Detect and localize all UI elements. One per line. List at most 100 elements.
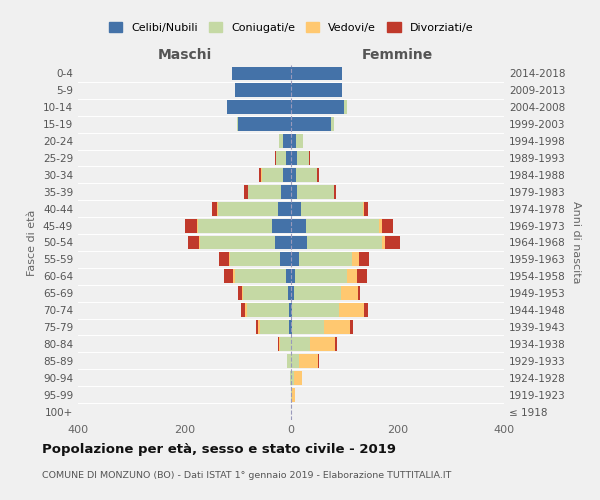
- Bar: [291, 218, 382, 232]
- Bar: [238, 286, 291, 300]
- Bar: [291, 337, 310, 351]
- Bar: [248, 185, 291, 198]
- Bar: [291, 320, 324, 334]
- Bar: [291, 303, 364, 317]
- Bar: [291, 151, 309, 165]
- Bar: [291, 236, 307, 250]
- Bar: [291, 151, 310, 165]
- Bar: [291, 202, 301, 215]
- Bar: [291, 100, 347, 114]
- Bar: [291, 371, 302, 384]
- Bar: [291, 270, 347, 283]
- Bar: [238, 117, 291, 131]
- Bar: [236, 117, 291, 131]
- Bar: [232, 66, 291, 80]
- Bar: [289, 286, 291, 300]
- Bar: [232, 66, 291, 80]
- Bar: [291, 252, 369, 266]
- Bar: [199, 236, 291, 250]
- Bar: [291, 286, 341, 300]
- Bar: [275, 236, 291, 250]
- Bar: [185, 218, 291, 232]
- Bar: [291, 151, 298, 165]
- Bar: [291, 134, 296, 148]
- Bar: [227, 100, 291, 114]
- Bar: [291, 252, 359, 266]
- Bar: [235, 84, 291, 98]
- Bar: [219, 252, 291, 266]
- Bar: [229, 252, 291, 266]
- Bar: [227, 100, 291, 114]
- Bar: [291, 320, 353, 334]
- Bar: [287, 354, 291, 368]
- Bar: [241, 303, 291, 317]
- Bar: [291, 270, 295, 283]
- Bar: [291, 134, 303, 148]
- Text: Popolazione per età, sesso e stato civile - 2019: Popolazione per età, sesso e stato civil…: [42, 442, 396, 456]
- Bar: [290, 371, 291, 384]
- Bar: [291, 168, 317, 182]
- Bar: [291, 84, 341, 98]
- Bar: [200, 236, 291, 250]
- Bar: [245, 303, 291, 317]
- Bar: [291, 117, 334, 131]
- Bar: [218, 202, 291, 215]
- Bar: [262, 168, 291, 182]
- Bar: [291, 388, 292, 402]
- Bar: [291, 134, 303, 148]
- Bar: [280, 337, 291, 351]
- Bar: [286, 270, 291, 283]
- Bar: [291, 354, 317, 368]
- Bar: [291, 303, 368, 317]
- Bar: [291, 185, 334, 198]
- Bar: [291, 252, 352, 266]
- Bar: [227, 100, 291, 114]
- Bar: [233, 270, 291, 283]
- Bar: [260, 320, 291, 334]
- Bar: [291, 66, 341, 80]
- Bar: [291, 218, 393, 232]
- Bar: [243, 286, 291, 300]
- Bar: [291, 371, 293, 384]
- Bar: [276, 151, 291, 165]
- Bar: [291, 117, 331, 131]
- Bar: [212, 202, 291, 215]
- Bar: [276, 151, 291, 165]
- Bar: [279, 134, 291, 148]
- Bar: [278, 202, 291, 215]
- Bar: [235, 84, 291, 98]
- Bar: [291, 185, 298, 198]
- Bar: [289, 320, 291, 334]
- Bar: [235, 84, 291, 98]
- Bar: [256, 320, 291, 334]
- Bar: [279, 337, 291, 351]
- Bar: [291, 270, 357, 283]
- Bar: [291, 66, 341, 80]
- Bar: [278, 337, 291, 351]
- Bar: [291, 320, 350, 334]
- Bar: [291, 354, 299, 368]
- Text: Maschi: Maschi: [157, 48, 212, 62]
- Bar: [290, 371, 291, 384]
- Bar: [291, 151, 309, 165]
- Bar: [259, 168, 291, 182]
- Bar: [291, 337, 337, 351]
- Bar: [198, 218, 291, 232]
- Bar: [291, 100, 344, 114]
- Text: Femmine: Femmine: [362, 48, 433, 62]
- Bar: [291, 371, 302, 384]
- Bar: [291, 286, 358, 300]
- Text: COMUNE DI MONZUNO (BO) - Dati ISTAT 1° gennaio 2019 - Elaborazione TUTTITALIA.IT: COMUNE DI MONZUNO (BO) - Dati ISTAT 1° g…: [42, 471, 451, 480]
- Bar: [291, 185, 334, 198]
- Bar: [291, 303, 339, 317]
- Bar: [291, 354, 319, 368]
- Bar: [291, 236, 382, 250]
- Legend: Celibi/Nubili, Coniugati/e, Vedovi/e, Divorziati/e: Celibi/Nubili, Coniugati/e, Vedovi/e, Di…: [104, 18, 478, 37]
- Bar: [291, 286, 293, 300]
- Bar: [291, 320, 292, 334]
- Bar: [291, 218, 306, 232]
- Bar: [291, 236, 385, 250]
- Bar: [291, 168, 319, 182]
- Bar: [291, 117, 334, 131]
- Y-axis label: Fasce di età: Fasce di età: [28, 210, 37, 276]
